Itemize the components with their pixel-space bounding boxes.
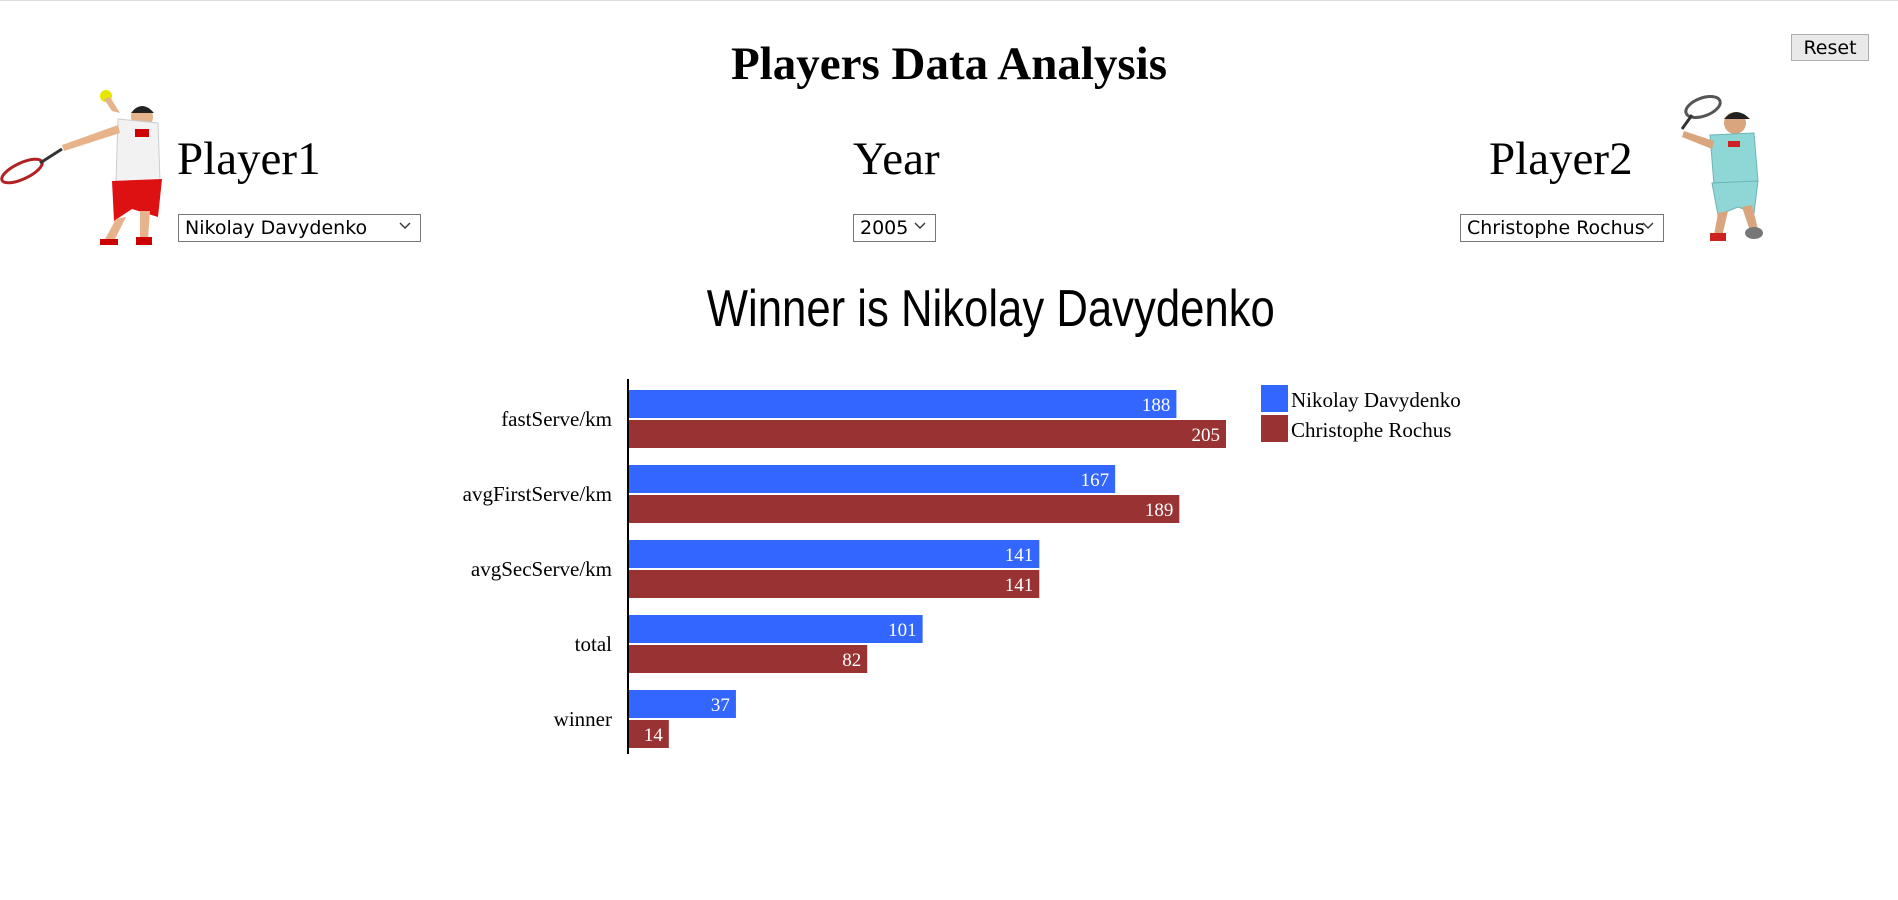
legend-label: Nikolay Davydenko	[1291, 388, 1461, 412]
reset-button[interactable]: Reset	[1791, 34, 1869, 61]
bar	[628, 690, 736, 718]
tennis-player-forehand-icon	[1680, 95, 1763, 241]
bar-value-label: 188	[1142, 395, 1171, 416]
bar	[628, 720, 669, 748]
bar	[628, 465, 1116, 493]
player2-select-value: Christophe Rochus	[1467, 217, 1645, 239]
bar-value-label: 205	[1192, 425, 1221, 446]
page-title: Players Data Analysis	[730, 38, 1168, 90]
bar-value-label: 82	[842, 650, 861, 671]
category-label: avgFirstServe/km	[463, 482, 612, 506]
player1-label: Player1	[177, 133, 321, 185]
player1-select[interactable]: Nikolay Davydenko	[178, 214, 421, 242]
chevron-down-icon	[1642, 222, 1654, 229]
bar-value-label: 101	[888, 620, 917, 641]
bar-value-label: 14	[644, 725, 664, 746]
category-label: winner	[554, 707, 612, 731]
bar	[628, 495, 1180, 523]
bar-value-label: 141	[1005, 545, 1034, 566]
bar	[628, 540, 1040, 568]
year-select-value: 2005	[860, 217, 909, 239]
legend-label: Christophe Rochus	[1291, 418, 1452, 442]
category-label: fastServe/km	[501, 407, 612, 431]
bar-value-label: 37	[711, 695, 730, 716]
category-label: avgSecServe/km	[471, 557, 612, 581]
bar-value-label: 189	[1145, 500, 1174, 521]
tennis-player-serving-icon	[0, 90, 162, 245]
year-select[interactable]: 2005	[853, 214, 936, 242]
bar	[628, 570, 1040, 598]
bar	[628, 645, 868, 673]
player2-label: Player2	[1489, 133, 1633, 185]
bar	[628, 615, 923, 643]
bar-value-label: 167	[1081, 470, 1110, 491]
winner-heading: Winner is Nikolay Davydenko	[706, 280, 1275, 338]
player2-select[interactable]: Christophe Rochus	[1460, 214, 1664, 242]
legend-swatch	[1261, 385, 1288, 412]
category-label: total	[575, 632, 612, 656]
player1-select-value: Nikolay Davydenko	[185, 217, 368, 239]
chevron-down-icon	[914, 222, 926, 229]
bar	[628, 390, 1177, 418]
bar	[628, 420, 1226, 448]
chevron-down-icon	[399, 222, 411, 229]
legend-swatch	[1261, 415, 1288, 442]
bar-value-label: 141	[1005, 575, 1034, 596]
year-label: Year	[853, 133, 940, 185]
